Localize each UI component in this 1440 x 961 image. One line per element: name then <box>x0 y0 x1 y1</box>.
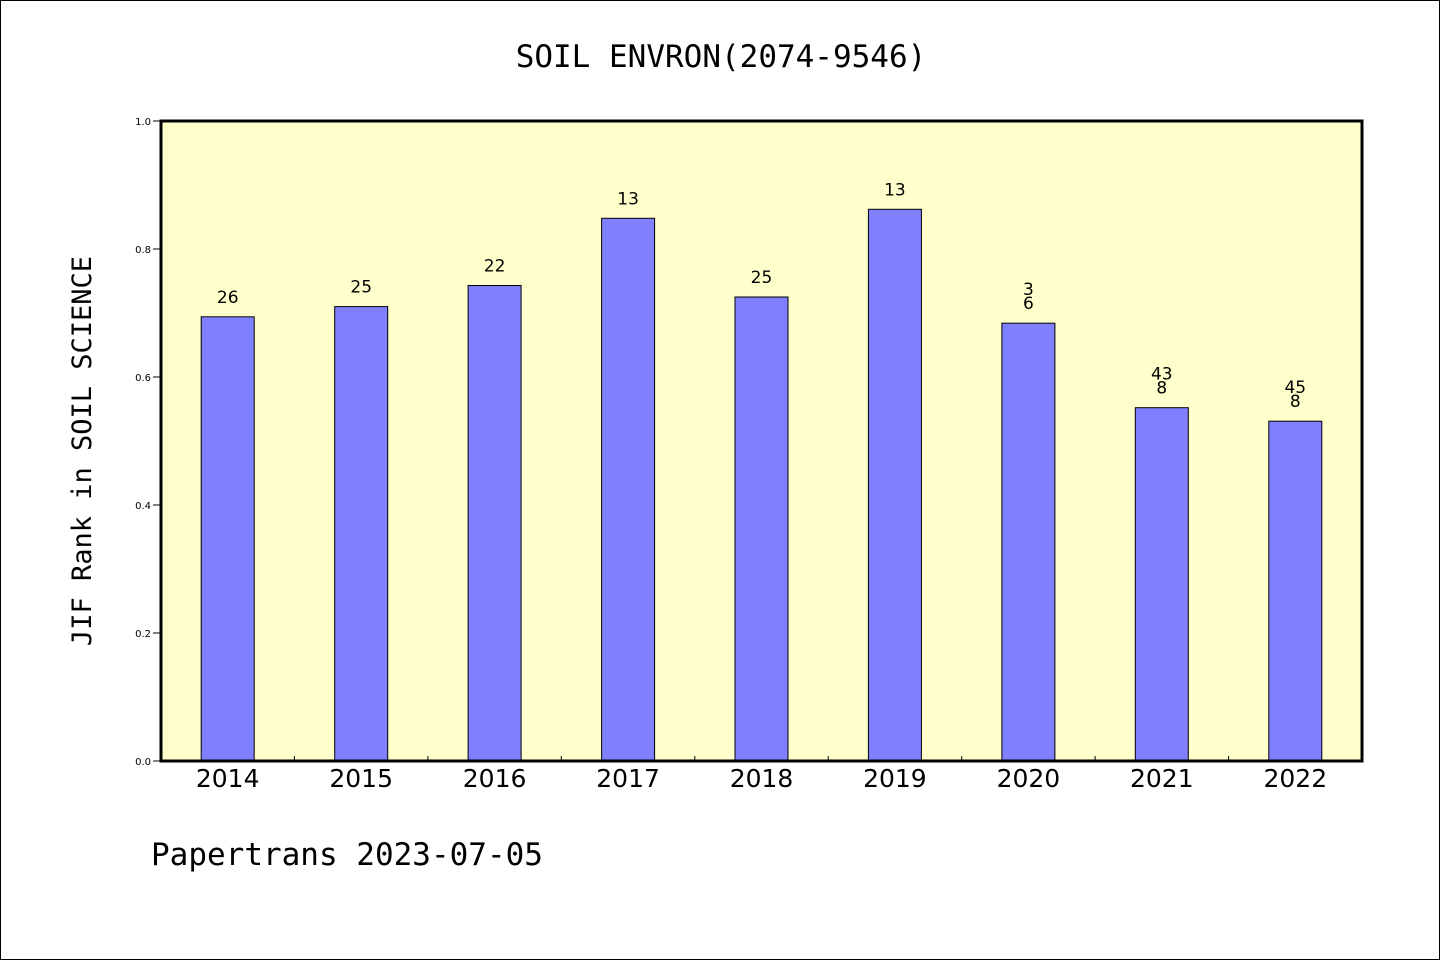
y-axis-label: JIF Rank in SOIL SCIENCE <box>67 256 98 646</box>
footer-text: Papertrans 2023-07-05 <box>151 837 543 873</box>
y-tick-label-0.4: 0.4 <box>135 501 151 512</box>
data-label-2019: 13 <box>884 180 906 200</box>
x-tick-label-2016: 2016 <box>463 764 527 793</box>
bar-2022 <box>1268 420 1323 762</box>
x-tick-label-2017: 2017 <box>596 764 660 793</box>
bar-2018 <box>734 296 789 762</box>
data-label-2022-line-1: 45 <box>1284 378 1306 398</box>
data-label-2014: 26 <box>217 288 239 308</box>
bar-2017 <box>601 217 656 762</box>
data-label-2016: 22 <box>484 257 506 277</box>
bar-2016 <box>467 285 522 762</box>
data-label-2022-line-2: 8 <box>1290 392 1301 412</box>
x-tick-label-2018: 2018 <box>730 764 794 793</box>
data-label-2020-line-2: 6 <box>1023 294 1034 314</box>
y-tick-label-0.6: 0.6 <box>135 373 151 384</box>
y-axis: 0.0 0.2 0.4 0.6 0.8 1.0 <box>135 117 161 768</box>
data-label-2015: 25 <box>350 278 372 298</box>
x-tick-label-2022: 2022 <box>1263 764 1327 793</box>
data-label-2021-line-1: 43 <box>1151 365 1173 385</box>
y-tick-label-0.0: 0.0 <box>135 757 151 768</box>
plot-border <box>159 119 1364 763</box>
bar-2020 <box>1001 322 1056 762</box>
data-label-2018: 25 <box>751 268 773 288</box>
data-label-2020-line-1: 3 <box>1023 280 1034 300</box>
bar-2021 <box>1134 407 1189 762</box>
bar-2014 <box>200 316 255 762</box>
x-tick-label-2019: 2019 <box>863 764 927 793</box>
y-tick-label-0.8: 0.8 <box>135 245 151 256</box>
y-tick-label-1.0: 1.0 <box>135 117 151 128</box>
bar-2019 <box>867 208 922 762</box>
x-tick-label-2020: 2020 <box>997 764 1061 793</box>
bar-2015 <box>334 306 389 762</box>
x-tick-label-2014: 2014 <box>196 764 260 793</box>
y-tick-label-0.2: 0.2 <box>135 629 151 640</box>
x-tick-label-2015: 2015 <box>329 764 393 793</box>
x-axis: 2014 2015 2016 2017 2018 2019 2020 2021 2022 <box>196 756 1327 793</box>
chart-title: SOIL ENVRON(2074-9546) <box>516 39 927 75</box>
x-tick-label-2021: 2021 <box>1130 764 1194 793</box>
data-label-2021-line-2: 8 <box>1156 379 1167 399</box>
data-label-2017: 13 <box>617 189 639 209</box>
